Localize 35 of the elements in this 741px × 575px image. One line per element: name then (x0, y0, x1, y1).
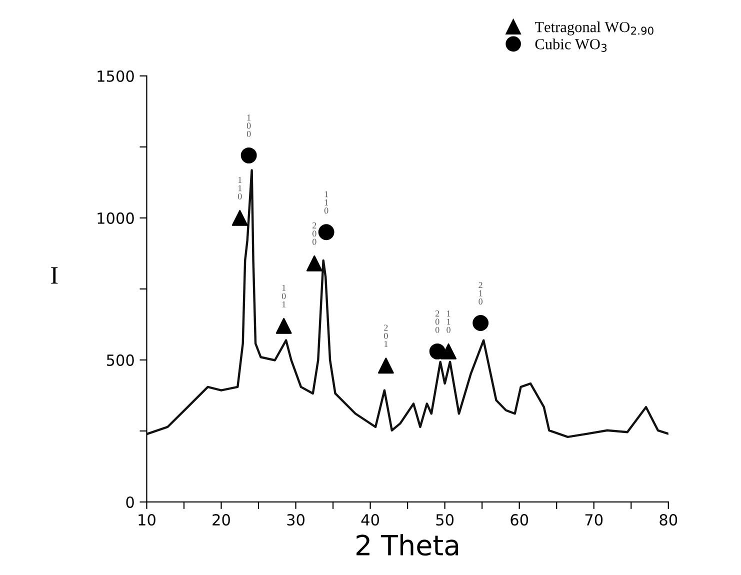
annotation: 210 (478, 282, 482, 305)
point (240, 147, 257, 164)
point (378, 358, 394, 374)
annotation: 110 (446, 310, 450, 333)
point (440, 343, 457, 360)
x-tick-label: 80 (660, 514, 678, 526)
y-tick-label: 1500 (98, 70, 134, 82)
point (276, 318, 292, 334)
annotation: 200 (312, 222, 316, 245)
x-tick-label: 10 (138, 514, 156, 526)
legend-label: Cubic WO$_{3}$ (535, 38, 607, 52)
y-tick-label: 500 (106, 354, 134, 366)
x-tick-label: 40 (361, 514, 379, 526)
point (429, 343, 446, 360)
point (306, 255, 322, 272)
point (472, 315, 489, 331)
annotation: 200 (435, 310, 440, 333)
y-tick-label: 0 (126, 496, 134, 508)
point (232, 210, 248, 226)
line-series (146, 169, 668, 438)
point (318, 224, 334, 240)
y-tick-label: 1000 (98, 212, 134, 224)
legend-label: Tetragonal WO$_{2.90}$ (534, 21, 654, 36)
y-axis-title: I (51, 267, 58, 284)
x-tick-label: 70 (585, 514, 603, 526)
annotation: 101 (282, 284, 286, 308)
x-tick-label: 30 (287, 514, 304, 526)
annotation: 110 (324, 191, 328, 214)
x-tick-label: 20 (212, 514, 230, 526)
x-tick-label: 50 (436, 514, 454, 526)
annotation: 110 (238, 177, 242, 200)
annotation: 201 (384, 324, 388, 348)
x-tick-label: 60 (510, 514, 528, 526)
annotation: 100 (246, 114, 251, 137)
x-axis-title: 2 Theta (356, 534, 458, 556)
